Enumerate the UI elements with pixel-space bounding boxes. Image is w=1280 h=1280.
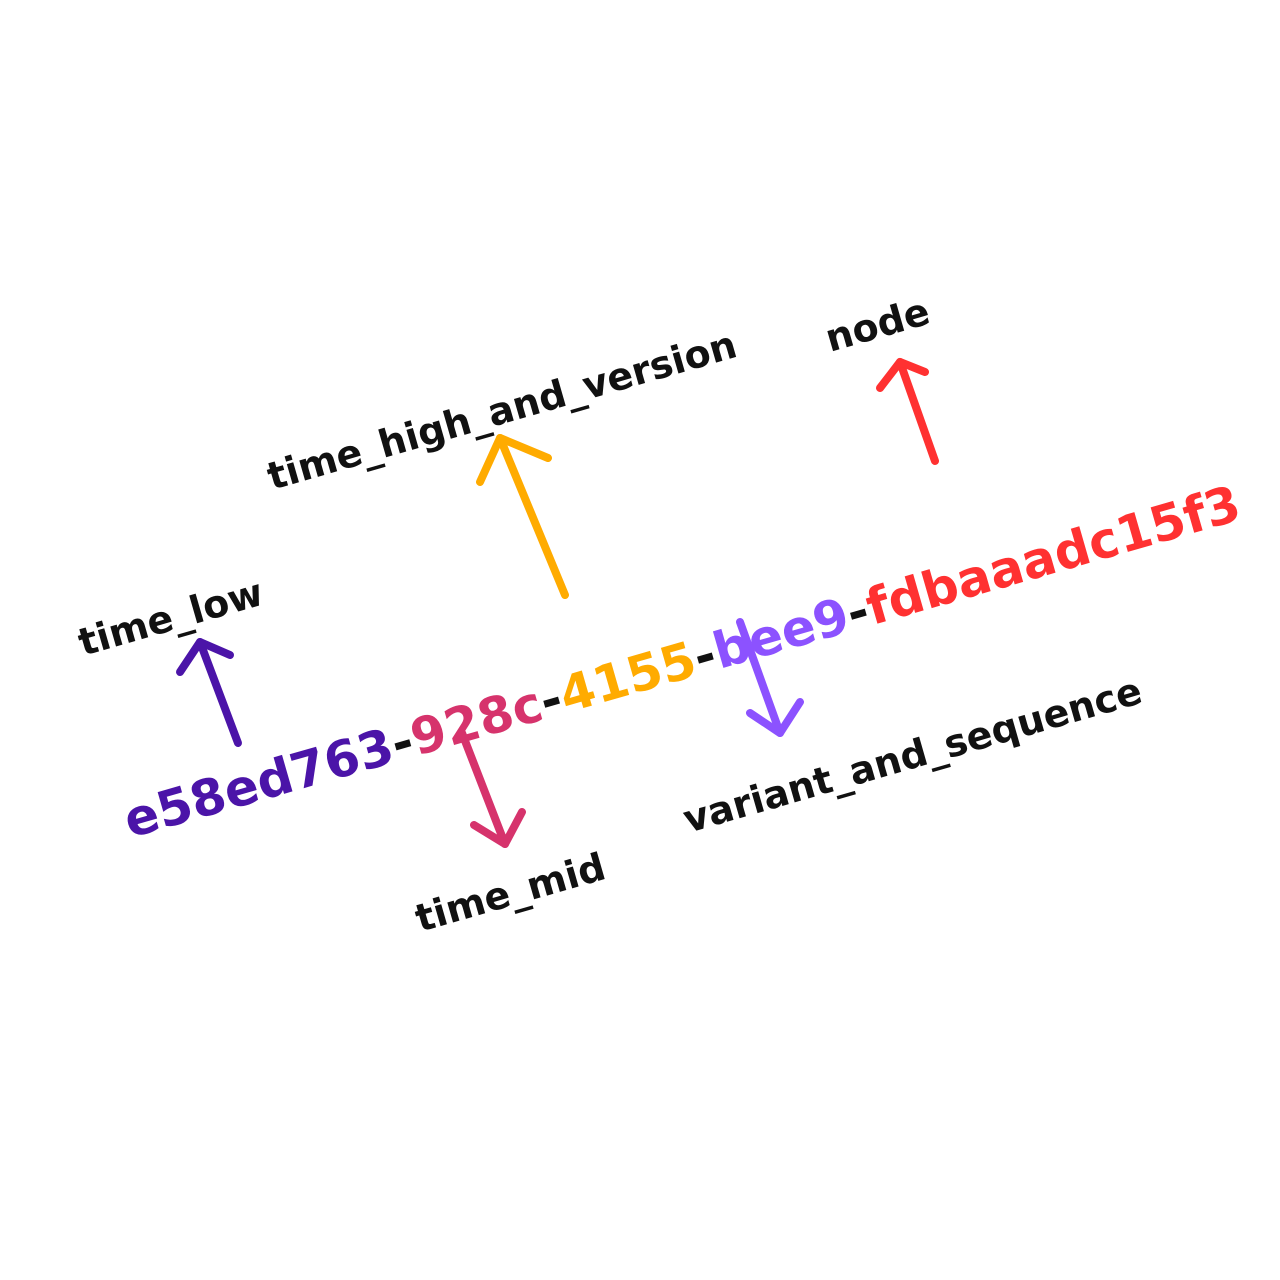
time-low-arrow <box>176 638 242 747</box>
time-high-and-version-label: time_high_and_version <box>262 322 741 498</box>
uuid-string: e58ed763-928c-4155-bee9-fdbaaadc15f3 <box>117 474 1246 849</box>
uuid-time-mid: 928c <box>404 675 549 768</box>
uuid-variant-and-sequence: bee9 <box>707 587 856 681</box>
node-arrow <box>876 358 939 465</box>
time-low-label: time_low <box>73 570 268 665</box>
variant-and-sequence-arrow <box>736 618 804 737</box>
uuid-time-high-and-version: 4155 <box>553 631 703 725</box>
node-label: node <box>820 289 934 361</box>
time-mid-label: time_mid <box>410 844 610 940</box>
time-high-and-version-arrow <box>476 434 569 599</box>
uuid-time-low: e58ed763 <box>117 717 400 849</box>
variant-and-sequence-label: variant_and_sequence <box>678 669 1146 842</box>
time-mid-arrow <box>458 729 526 848</box>
uuid-node: fdbaaadc15f3 <box>860 474 1247 636</box>
